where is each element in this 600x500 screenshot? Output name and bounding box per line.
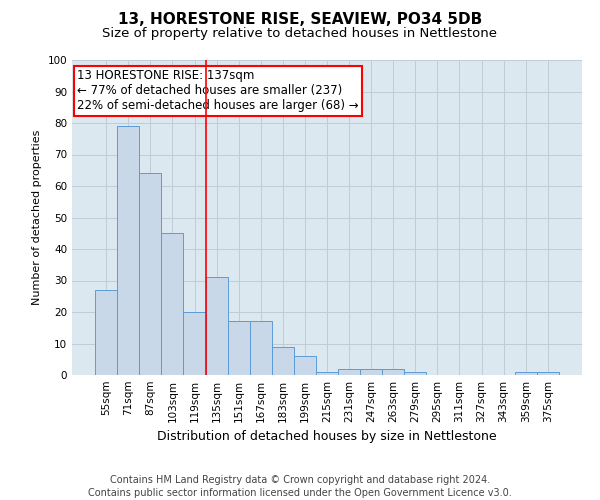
Bar <box>382 368 404 375</box>
Bar <box>404 372 427 375</box>
X-axis label: Distribution of detached houses by size in Nettlestone: Distribution of detached houses by size … <box>157 430 497 444</box>
Text: Contains HM Land Registry data © Crown copyright and database right 2024.: Contains HM Land Registry data © Crown c… <box>110 475 490 485</box>
Bar <box>139 174 161 375</box>
Bar <box>515 372 537 375</box>
Bar <box>117 126 139 375</box>
Bar <box>250 322 272 375</box>
Y-axis label: Number of detached properties: Number of detached properties <box>32 130 42 305</box>
Text: Contains public sector information licensed under the Open Government Licence v3: Contains public sector information licen… <box>88 488 512 498</box>
Text: 13 HORESTONE RISE: 137sqm
← 77% of detached houses are smaller (237)
22% of semi: 13 HORESTONE RISE: 137sqm ← 77% of detac… <box>77 70 359 112</box>
Bar <box>227 322 250 375</box>
Bar <box>95 290 117 375</box>
Bar <box>184 312 206 375</box>
Text: Size of property relative to detached houses in Nettlestone: Size of property relative to detached ho… <box>103 28 497 40</box>
Bar <box>360 368 382 375</box>
Text: 13, HORESTONE RISE, SEAVIEW, PO34 5DB: 13, HORESTONE RISE, SEAVIEW, PO34 5DB <box>118 12 482 28</box>
Bar <box>316 372 338 375</box>
Bar <box>206 278 227 375</box>
Bar <box>272 346 294 375</box>
Bar <box>161 233 184 375</box>
Bar <box>294 356 316 375</box>
Bar <box>338 368 360 375</box>
Bar <box>537 372 559 375</box>
